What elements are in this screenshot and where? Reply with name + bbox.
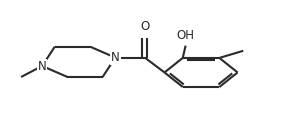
Text: OH: OH	[177, 29, 195, 42]
Text: N: N	[38, 60, 47, 72]
Text: N: N	[111, 51, 120, 64]
Text: O: O	[140, 20, 149, 33]
